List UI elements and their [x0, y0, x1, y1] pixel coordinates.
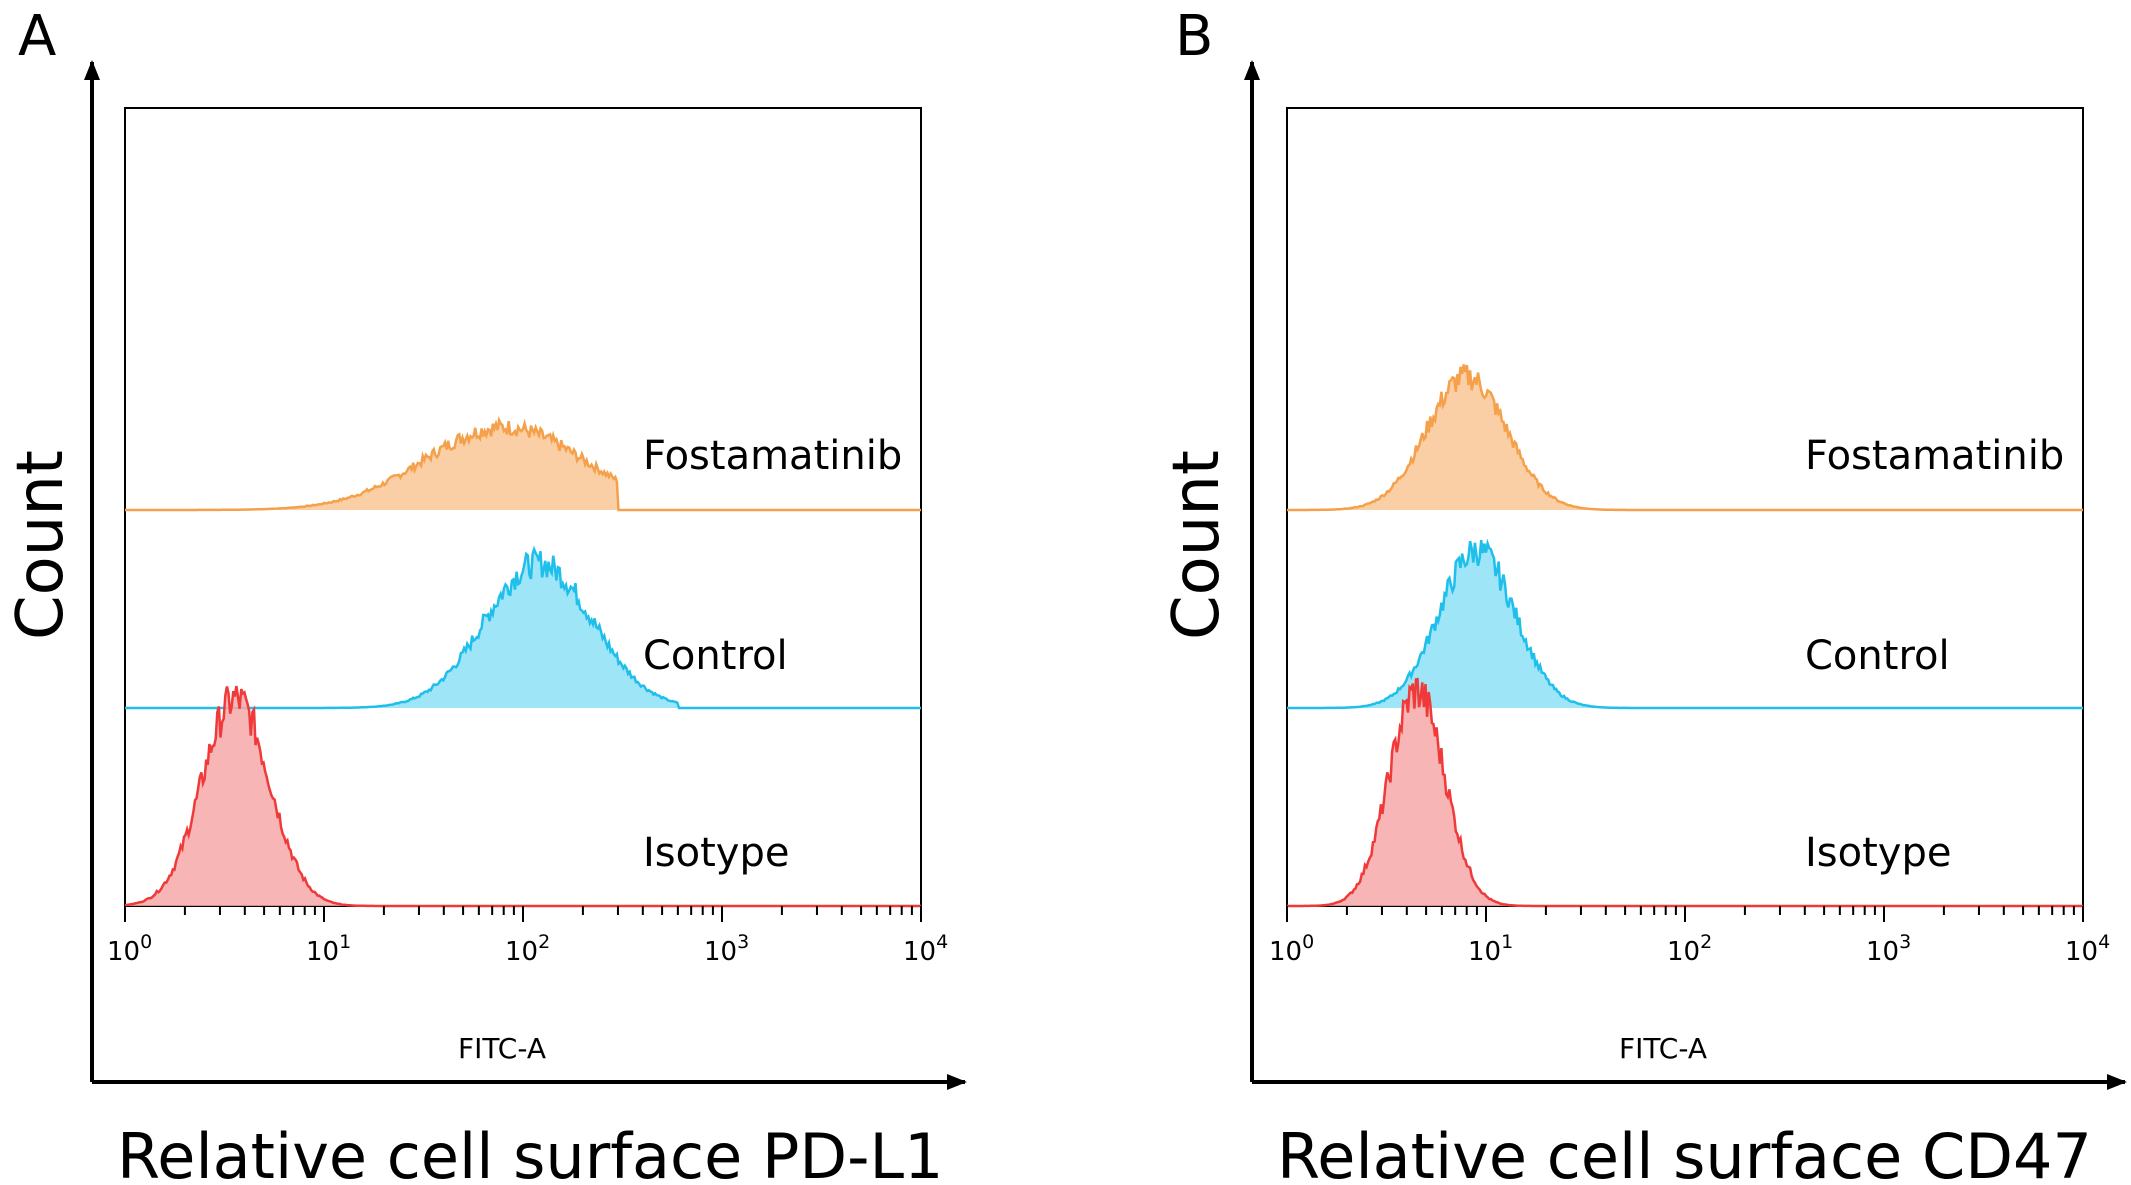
- tick-label: 101: [1468, 931, 1513, 967]
- x-ticks: 100 101 102 103 104: [107, 906, 948, 967]
- histogram-line-control: [125, 545, 921, 710]
- x-axis-channel-label: FITC-A: [458, 1032, 546, 1065]
- series-label-control: Control: [1805, 633, 1950, 679]
- panel-b: B 100 101 102 103 104 FostamatinibControlIso…: [1160, 4, 2127, 1185]
- tick-label-base: 10: [1667, 937, 1700, 967]
- y-axis-title: Count: [1160, 450, 1234, 640]
- series-label-isotype: Isotype: [643, 830, 789, 876]
- tick-label: 101: [306, 931, 351, 967]
- histogram-line-fostamatinib: [125, 415, 921, 512]
- tick-label: 103: [704, 931, 749, 967]
- tick-label-exponent: 3: [737, 931, 749, 953]
- plot-area: [1287, 364, 2083, 908]
- histogram-line-fostamatinib: [1287, 364, 2083, 512]
- histogram-fill-control: [125, 549, 921, 708]
- series-labels: Fostamatinib Control Isotype: [1805, 433, 2064, 876]
- tick-label-base: 10: [704, 937, 737, 967]
- tick-label-exponent: 4: [2098, 931, 2110, 953]
- histogram-fill-isotype: [1287, 679, 2083, 906]
- tick-label-base: 10: [505, 937, 538, 967]
- tick-label-base: 10: [903, 937, 936, 967]
- tick-label-exponent: 4: [936, 931, 948, 953]
- panel-a: A 100 101 102 103 104 FostamatinibControlIso…: [4, 4, 967, 1185]
- tick-label-exponent: 0: [1302, 931, 1314, 953]
- y-axis-title: Count: [4, 450, 78, 640]
- tick-label: 104: [2065, 931, 2110, 967]
- tick-label-exponent: 1: [339, 931, 351, 953]
- plot-area: [124, 415, 921, 908]
- tick-label-exponent: 0: [140, 931, 152, 953]
- histogram-line-control: [1287, 538, 2083, 710]
- tick-label-base: 10: [306, 937, 339, 967]
- tick-label-exponent: 2: [1700, 931, 1712, 953]
- panel-letter: A: [18, 4, 56, 69]
- histogram-fill-fostamatinib: [1287, 364, 2083, 510]
- tick-label-base: 10: [1269, 937, 1302, 967]
- tick-label-exponent: 2: [538, 931, 550, 953]
- series-label-fostamatinib: Fostamatinib: [643, 433, 902, 479]
- x-axis-channel-label: FITC-A: [1619, 1032, 1707, 1065]
- x-axis-title: Relative cell surface PD-L1: [117, 1120, 943, 1185]
- panel-letter: B: [1175, 4, 1213, 69]
- tick-label: 102: [505, 931, 550, 967]
- histogram-fill-control: [1287, 540, 2083, 708]
- tick-label: 104: [903, 931, 948, 967]
- tick-label: 100: [107, 931, 152, 967]
- tick-label-base: 10: [1866, 937, 1899, 967]
- series-label-control: Control: [643, 633, 788, 679]
- tick-label-exponent: 1: [1501, 931, 1513, 953]
- series-label-isotype: Isotype: [1805, 830, 1951, 876]
- tick-label: 103: [1866, 931, 1911, 967]
- histogram-fill-isotype: [125, 686, 921, 906]
- tick-label: 102: [1667, 931, 1712, 967]
- histogram-fill-fostamatinib: [125, 420, 921, 510]
- x-ticks: 100 101 102 103 104: [1269, 906, 2110, 967]
- tick-label: 100: [1269, 931, 1314, 967]
- series-labels: Fostamatinib Control Isotype: [643, 433, 902, 876]
- x-axis-title: Relative cell surface CD47: [1277, 1120, 2092, 1185]
- tick-label-exponent: 3: [1899, 931, 1911, 953]
- tick-label-base: 10: [107, 937, 140, 967]
- tick-label-base: 10: [2065, 937, 2098, 967]
- tick-label-base: 10: [1468, 937, 1501, 967]
- series-label-fostamatinib: Fostamatinib: [1805, 433, 2064, 479]
